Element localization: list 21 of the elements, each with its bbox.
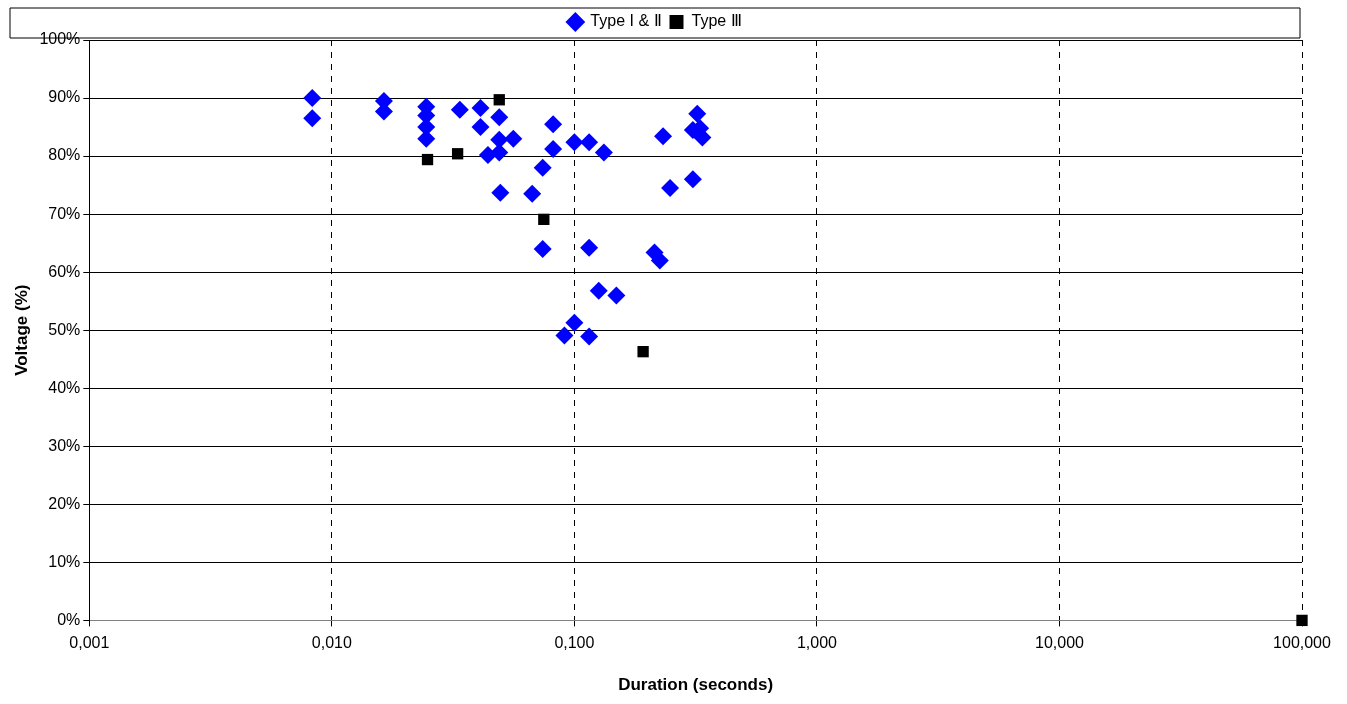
y-axis-title: Voltage (%) bbox=[11, 284, 31, 376]
x-tick-label: 1,000 bbox=[796, 634, 838, 652]
legend-label: Type I & Ⅱ bbox=[590, 12, 662, 30]
legend-label: Type Ⅲ bbox=[691, 12, 742, 30]
x-tick-label: 100,000 bbox=[1273, 634, 1332, 652]
y-tick-label: 80% bbox=[48, 146, 81, 164]
x-tick-label: 10,000 bbox=[1035, 634, 1085, 652]
y-tick-label: 90% bbox=[48, 88, 81, 106]
y-tick-label: 20% bbox=[48, 494, 81, 512]
y-tick-label: 10% bbox=[48, 552, 81, 570]
y-tick-label: 0% bbox=[57, 610, 81, 628]
y-tick-label: 60% bbox=[48, 262, 81, 280]
y-tick-label: 50% bbox=[48, 320, 81, 338]
x-tick-label: 0,001 bbox=[69, 634, 110, 652]
y-tick-label: 70% bbox=[48, 204, 81, 222]
y-tick-label: 30% bbox=[48, 436, 81, 454]
x-tick-label: 0,010 bbox=[311, 634, 352, 652]
x-tick-label: 0,100 bbox=[554, 634, 595, 652]
y-tick-label: 100% bbox=[39, 30, 81, 48]
y-tick-label: 40% bbox=[48, 378, 81, 396]
x-axis-title: Duration (seconds) bbox=[618, 675, 774, 695]
